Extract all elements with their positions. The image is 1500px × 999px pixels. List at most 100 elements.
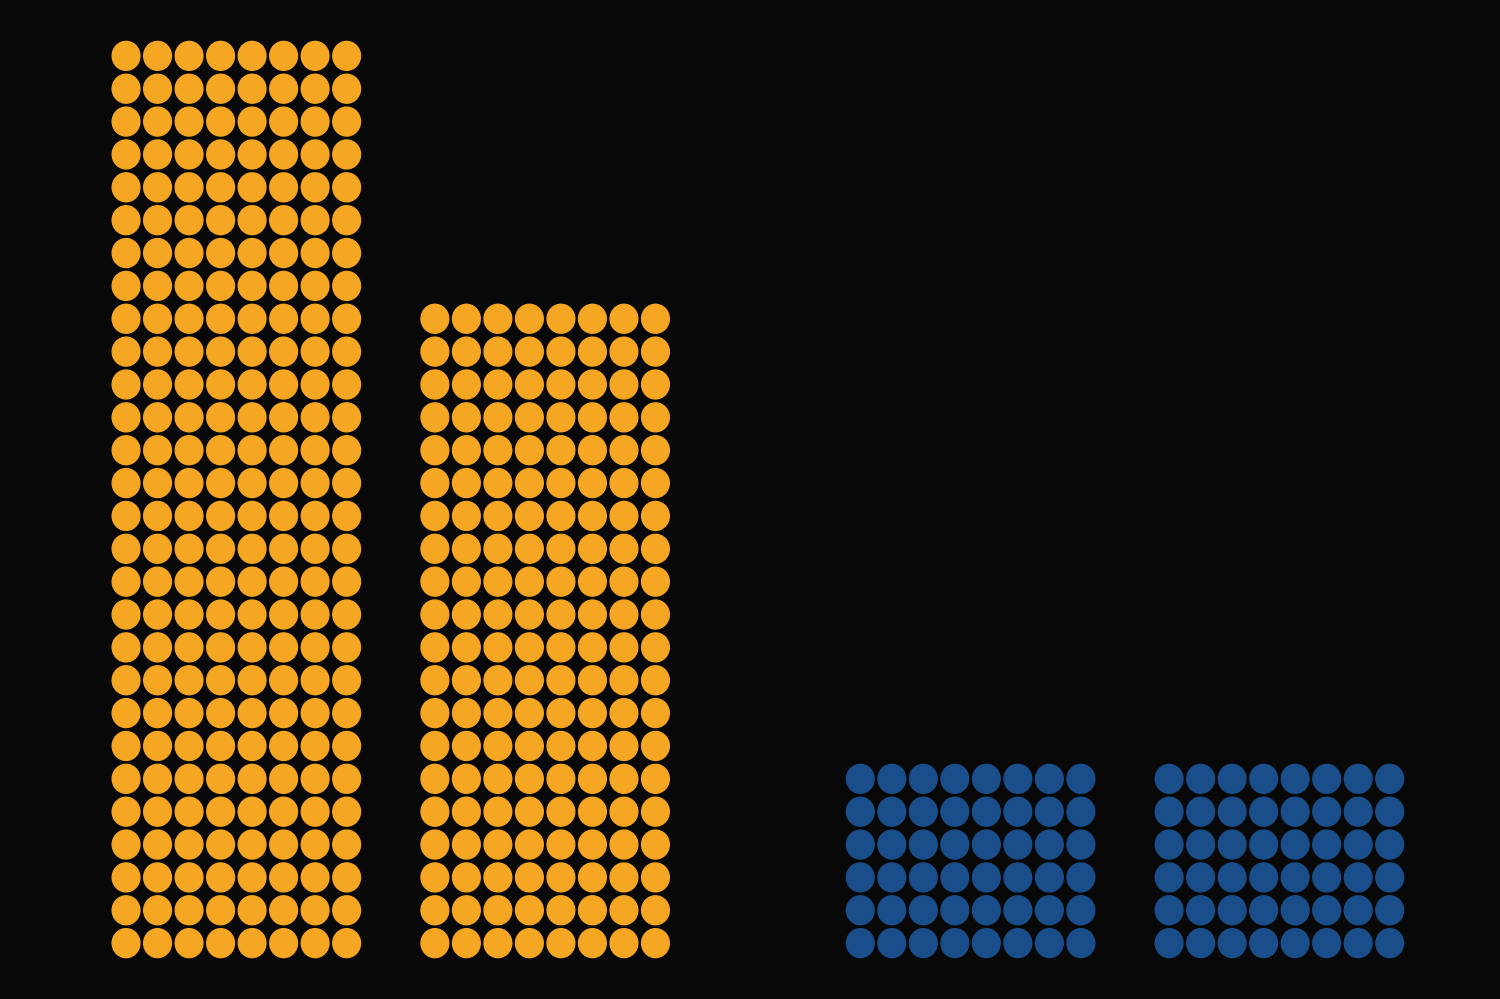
Circle shape [238, 436, 266, 465]
Circle shape [484, 764, 512, 793]
Circle shape [1312, 863, 1341, 892]
Circle shape [176, 403, 202, 432]
Circle shape [610, 896, 638, 925]
Circle shape [302, 436, 328, 465]
Circle shape [516, 764, 543, 793]
Circle shape [144, 633, 171, 661]
Circle shape [270, 896, 297, 925]
Circle shape [453, 436, 480, 465]
Circle shape [238, 896, 266, 925]
Circle shape [1312, 764, 1341, 793]
Circle shape [642, 764, 669, 793]
Circle shape [144, 41, 171, 70]
Circle shape [1035, 830, 1064, 859]
Circle shape [484, 469, 512, 498]
Circle shape [453, 665, 480, 694]
Circle shape [207, 74, 234, 103]
Circle shape [302, 797, 328, 826]
Circle shape [270, 370, 297, 399]
Circle shape [972, 896, 1000, 925]
Circle shape [302, 338, 328, 366]
Circle shape [1186, 797, 1215, 826]
Circle shape [453, 929, 480, 958]
Circle shape [333, 731, 360, 760]
Circle shape [238, 206, 266, 235]
Circle shape [610, 370, 638, 399]
Circle shape [302, 403, 328, 432]
Circle shape [579, 305, 606, 334]
Circle shape [484, 731, 512, 760]
Circle shape [878, 830, 906, 859]
Circle shape [144, 731, 171, 760]
Circle shape [1218, 929, 1246, 958]
Circle shape [453, 600, 480, 629]
Circle shape [1004, 863, 1032, 892]
Circle shape [112, 403, 140, 432]
Circle shape [579, 764, 606, 793]
Circle shape [270, 403, 297, 432]
Circle shape [144, 665, 171, 694]
Circle shape [1281, 863, 1310, 892]
Circle shape [176, 173, 202, 202]
Circle shape [207, 534, 234, 563]
Circle shape [422, 863, 448, 892]
Circle shape [144, 338, 171, 366]
Circle shape [422, 665, 448, 694]
Circle shape [238, 338, 266, 366]
Circle shape [610, 731, 638, 760]
Circle shape [112, 665, 140, 694]
Circle shape [333, 140, 360, 169]
Circle shape [453, 305, 480, 334]
Circle shape [207, 338, 234, 366]
Circle shape [270, 797, 297, 826]
Circle shape [144, 305, 171, 334]
Circle shape [112, 633, 140, 661]
Circle shape [940, 797, 969, 826]
Circle shape [176, 370, 202, 399]
Circle shape [176, 272, 202, 301]
Circle shape [579, 534, 606, 563]
Circle shape [238, 534, 266, 563]
Circle shape [484, 600, 512, 629]
Circle shape [972, 929, 1000, 958]
Circle shape [1218, 896, 1246, 925]
Circle shape [176, 600, 202, 629]
Circle shape [610, 338, 638, 366]
Circle shape [610, 501, 638, 530]
Circle shape [642, 403, 669, 432]
Circle shape [610, 665, 638, 694]
Circle shape [207, 863, 234, 892]
Circle shape [176, 731, 202, 760]
Circle shape [1250, 929, 1278, 958]
Circle shape [112, 534, 140, 563]
Circle shape [972, 797, 1000, 826]
Circle shape [909, 830, 938, 859]
Circle shape [610, 929, 638, 958]
Circle shape [548, 305, 574, 334]
Circle shape [176, 469, 202, 498]
Circle shape [579, 436, 606, 465]
Circle shape [207, 173, 234, 202]
Circle shape [112, 896, 140, 925]
Circle shape [176, 567, 202, 596]
Circle shape [484, 403, 512, 432]
Circle shape [642, 665, 669, 694]
Circle shape [548, 797, 574, 826]
Circle shape [238, 731, 266, 760]
Circle shape [878, 896, 906, 925]
Circle shape [270, 863, 297, 892]
Circle shape [333, 567, 360, 596]
Circle shape [422, 731, 448, 760]
Circle shape [270, 74, 297, 103]
Circle shape [484, 797, 512, 826]
Circle shape [112, 567, 140, 596]
Circle shape [548, 665, 574, 694]
Circle shape [1281, 797, 1310, 826]
Circle shape [333, 74, 360, 103]
Circle shape [453, 863, 480, 892]
Circle shape [642, 896, 669, 925]
Circle shape [642, 698, 669, 727]
Circle shape [1004, 929, 1032, 958]
Circle shape [176, 698, 202, 727]
Circle shape [1281, 830, 1310, 859]
